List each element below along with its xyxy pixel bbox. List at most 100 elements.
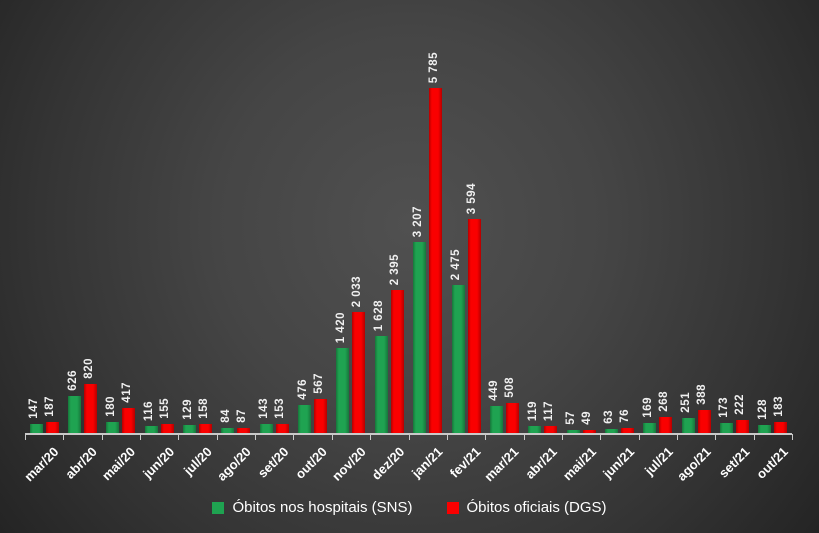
x-axis-tick [485,434,487,440]
bar-sns [144,426,158,433]
x-axis-tick [638,434,640,440]
category-label: jun/21 [599,444,638,482]
bar-sns [183,425,197,433]
bar-sns [259,424,273,433]
bar-sns [758,425,772,433]
value-label-sns: 119 [526,400,539,421]
category-label: mai/21 [559,444,599,484]
bar-dgs [84,384,98,433]
bar-sns [413,242,427,433]
value-label-dgs: 820 [82,358,95,379]
value-label-sns: 63 [603,410,616,424]
x-axis-tick [523,434,525,440]
x-axis-tick [101,434,103,440]
value-label-sns: 626 [66,370,79,391]
x-axis-tick [446,434,448,440]
bar-sns [643,423,657,433]
value-label-sns: 476 [296,379,309,400]
x-axis-tick [561,434,563,440]
bar-sns [374,336,388,433]
value-label-dgs: 3 594 [466,182,479,214]
bar-dgs [160,424,174,433]
value-label-sns: 129 [181,399,194,420]
bar-dgs [697,410,711,433]
x-axis-line [25,433,792,435]
category-label: mai/20 [99,444,139,484]
bar-dgs [352,312,366,433]
category-label: jul/20 [181,444,216,479]
value-label-dgs: 417 [120,382,133,403]
bar-sns [604,429,618,433]
value-label-sns: 180 [104,396,117,417]
bar-sns [298,405,312,433]
value-label-sns: 2 475 [450,248,463,280]
bar-sns [29,424,43,433]
x-axis-tick [255,434,257,440]
value-label-dgs: 187 [44,396,57,417]
value-label-sns: 57 [565,411,578,425]
value-label-sns: 1 420 [334,311,347,343]
bar-dgs [237,428,251,433]
x-axis-tick [216,434,218,440]
value-label-dgs: 388 [696,384,709,405]
value-label-dgs: 153 [274,398,287,419]
x-axis-tick [715,434,717,440]
bar-dgs [467,219,481,433]
value-label-dgs: 76 [619,409,632,423]
bar-sns [566,430,580,433]
bar-sns [489,406,503,433]
bar-dgs [735,420,749,433]
bar-dgs [659,417,673,433]
value-label-sns: 116 [143,400,156,421]
value-label-sns: 449 [488,380,501,401]
category-label: out/21 [752,444,791,482]
category-label: ago/21 [674,444,714,484]
legend: Óbitos nos hospitais (SNS) Óbitos oficia… [0,499,819,516]
bar-dgs [122,408,136,433]
x-axis-tick [140,434,142,440]
value-label-dgs: 567 [312,373,325,394]
value-label-sns: 143 [258,398,271,419]
category-label: dez/20 [368,444,407,483]
bar-dgs [314,399,328,433]
x-axis-tick [331,434,333,440]
bar-dgs [620,428,634,433]
category-label: abr/20 [62,444,101,482]
bar-dgs [544,426,558,433]
category-label: mar/21 [481,444,522,485]
value-label-dgs: 2 033 [350,275,363,307]
category-label: fev/21 [446,444,484,481]
category-label: jul/21 [641,444,676,479]
category-label: set/20 [255,444,292,481]
value-label-dgs: 5 785 [427,51,440,83]
x-axis-tick [25,434,26,440]
bar-dgs [45,422,59,433]
category-label: jan/21 [408,444,446,481]
bar-dgs [582,430,596,433]
bar-dgs [505,403,519,433]
bar-sns [106,422,120,433]
legend-item-dgs: Óbitos oficiais (DGS) [446,499,607,516]
x-axis-tick [63,434,65,440]
bar-sns [68,396,82,433]
value-label-sns: 84 [219,409,232,423]
value-label-dgs: 87 [235,409,248,423]
value-label-sns: 251 [680,392,693,413]
value-label-sns: 169 [641,397,654,418]
x-axis-tick [370,434,372,440]
x-axis-tick [178,434,180,440]
bar-sns [336,348,350,433]
value-label-dgs: 183 [772,396,785,417]
category-label: nov/20 [328,444,369,484]
value-label-dgs: 2 395 [389,253,402,285]
x-axis-tick [792,434,793,440]
value-label-sns: 1 628 [373,299,386,331]
value-label-sns: 3 207 [411,205,424,237]
legend-swatch-sns-icon [212,501,225,514]
value-label-sns: 173 [718,397,731,418]
bar-dgs [429,88,443,433]
bar-dgs [275,424,289,433]
x-axis-tick [600,434,602,440]
bar-dgs [774,422,788,433]
